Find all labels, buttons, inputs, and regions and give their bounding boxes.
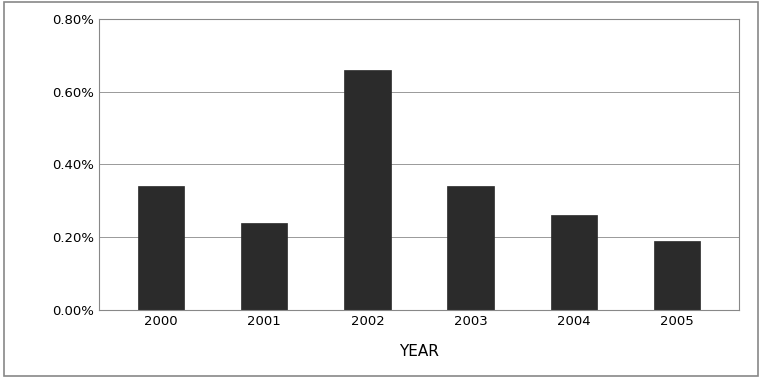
Bar <box>654 241 700 310</box>
Bar <box>138 186 184 310</box>
X-axis label: YEAR: YEAR <box>399 344 439 359</box>
Bar <box>241 223 287 310</box>
Bar <box>447 186 494 310</box>
Bar <box>551 215 597 310</box>
Bar <box>344 70 391 310</box>
